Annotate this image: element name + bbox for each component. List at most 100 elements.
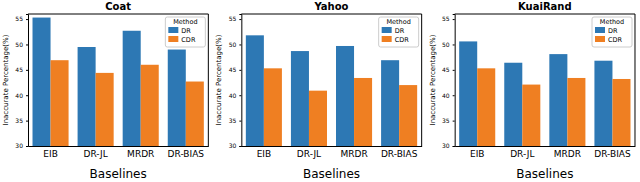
legend-title: Method <box>600 18 624 26</box>
y-tick-label: 40 <box>229 92 237 99</box>
y-tick: 30 <box>229 142 242 149</box>
title: Coat <box>105 1 131 12</box>
y-tick-mark <box>453 44 455 45</box>
x-axis-line <box>242 146 422 147</box>
bar <box>459 41 477 146</box>
legend: MethodDRCDR <box>379 17 419 47</box>
figure: 303540455055EIBDR-JLMRDRDR-BIASMethodDRC… <box>0 0 640 182</box>
legend-title: Method <box>173 18 197 26</box>
y-axis-title: Inaccurate Percentage(%) <box>2 34 10 125</box>
x-tick: DR-JL <box>297 146 321 159</box>
y-axis-line <box>26 15 29 147</box>
legend-item: DR <box>595 27 618 35</box>
y-tick-mark <box>453 95 455 96</box>
y-tick: 55 <box>15 15 28 22</box>
x-tick-label: EIB <box>470 149 485 159</box>
x-tick: EIB <box>257 146 272 159</box>
x-tick-label: DR-BIAS <box>381 149 418 159</box>
y-tick: 55 <box>442 15 455 22</box>
y-tick-mark <box>239 146 241 147</box>
y-tick-label: 45 <box>442 66 450 73</box>
bar <box>141 65 159 146</box>
legend-label: DR <box>395 27 405 35</box>
x-axis-line <box>455 146 635 147</box>
legend-label: CDR <box>608 36 623 44</box>
bar <box>309 91 327 146</box>
y-tick: 45 <box>442 66 455 73</box>
y-tick: 30 <box>442 142 455 149</box>
frame <box>421 14 422 146</box>
y-axis-line <box>453 15 456 147</box>
y-tick: 35 <box>15 117 28 124</box>
y-tick-label: 35 <box>442 117 450 124</box>
x-tick-label: EIB <box>257 149 272 159</box>
y-tick: 40 <box>15 92 28 99</box>
legend-box <box>379 17 419 47</box>
bar <box>291 51 309 146</box>
legend-item: DR <box>382 27 405 35</box>
bar <box>399 85 417 146</box>
y-tick-label: 50 <box>442 41 450 48</box>
bar <box>477 68 495 146</box>
y-tick: 45 <box>229 66 242 73</box>
bar <box>354 78 372 146</box>
y-tick-label: 35 <box>15 117 23 124</box>
legend: MethodDRCDR <box>592 17 632 47</box>
y-tick-label: 30 <box>229 142 237 149</box>
plot: 303540455055EIBDR-JLMRDRDR-BIASMethodDRC… <box>15 14 208 159</box>
x-tick: EIB <box>470 146 485 159</box>
x-tick-label: DR-JL <box>510 149 534 159</box>
legend-swatch <box>168 27 178 33</box>
y-axis-title: Inaccurate Percentage(%) <box>429 34 437 125</box>
bar <box>168 50 186 146</box>
x-tick: MRDR <box>554 146 581 159</box>
y-tick-label: 55 <box>15 15 23 22</box>
y-axis: 303540455055 <box>442 15 455 150</box>
y-tick-label: 35 <box>229 117 237 124</box>
x-axis: EIBDR-JLMRDRDR-BIAS <box>29 146 209 159</box>
bar <box>522 85 540 146</box>
legend-label: DR <box>608 27 618 35</box>
frame <box>208 14 209 146</box>
legend-item: CDR <box>382 36 410 44</box>
bars <box>33 18 204 146</box>
bar <box>51 60 69 146</box>
legend-item: DR <box>168 27 191 35</box>
y-tick: 40 <box>229 92 242 99</box>
x-tick-label: MRDR <box>554 149 581 159</box>
y-tick-mark <box>239 70 241 71</box>
legend: MethodDRCDR <box>165 17 205 47</box>
x-tick: MRDR <box>127 146 154 159</box>
y-tick-label: 45 <box>15 66 23 73</box>
frame <box>635 14 636 146</box>
bar <box>123 31 141 146</box>
bar <box>33 18 51 146</box>
y-axis-line <box>239 15 242 147</box>
y-tick-mark <box>26 146 28 147</box>
y-tick-mark <box>239 19 241 20</box>
legend-box <box>592 17 632 47</box>
y-tick-mark <box>453 70 455 71</box>
plot: 303540455055EIBDR-JLMRDRDR-BIASMethodDRC… <box>442 14 635 159</box>
y-tick-label: 30 <box>442 142 450 149</box>
bar <box>186 82 204 146</box>
x-axis-line <box>29 146 209 147</box>
panel: 303540455055EIBDR-JLMRDRDR-BIASMethodDRC… <box>2 1 209 181</box>
x-tick: DR-BIAS <box>168 146 205 159</box>
y-tick-mark <box>26 70 28 71</box>
y-tick-mark <box>453 121 455 122</box>
y-tick-mark <box>239 44 241 45</box>
bar <box>78 47 96 146</box>
legend-swatch <box>382 36 392 42</box>
panel: 303540455055EIBDR-JLMRDRDR-BIASMethodDRC… <box>429 1 636 181</box>
x-axis: EIBDR-JLMRDRDR-BIAS <box>455 146 635 159</box>
bar <box>96 73 114 146</box>
title: Yahoo <box>314 1 349 12</box>
x-axis-title: Baselines <box>303 167 360 181</box>
bar <box>246 35 264 146</box>
y-tick-mark <box>239 95 241 96</box>
bars <box>246 35 417 146</box>
legend-label: DR <box>181 27 191 35</box>
y-tick-mark <box>26 44 28 45</box>
y-axis: 303540455055 <box>15 15 28 150</box>
